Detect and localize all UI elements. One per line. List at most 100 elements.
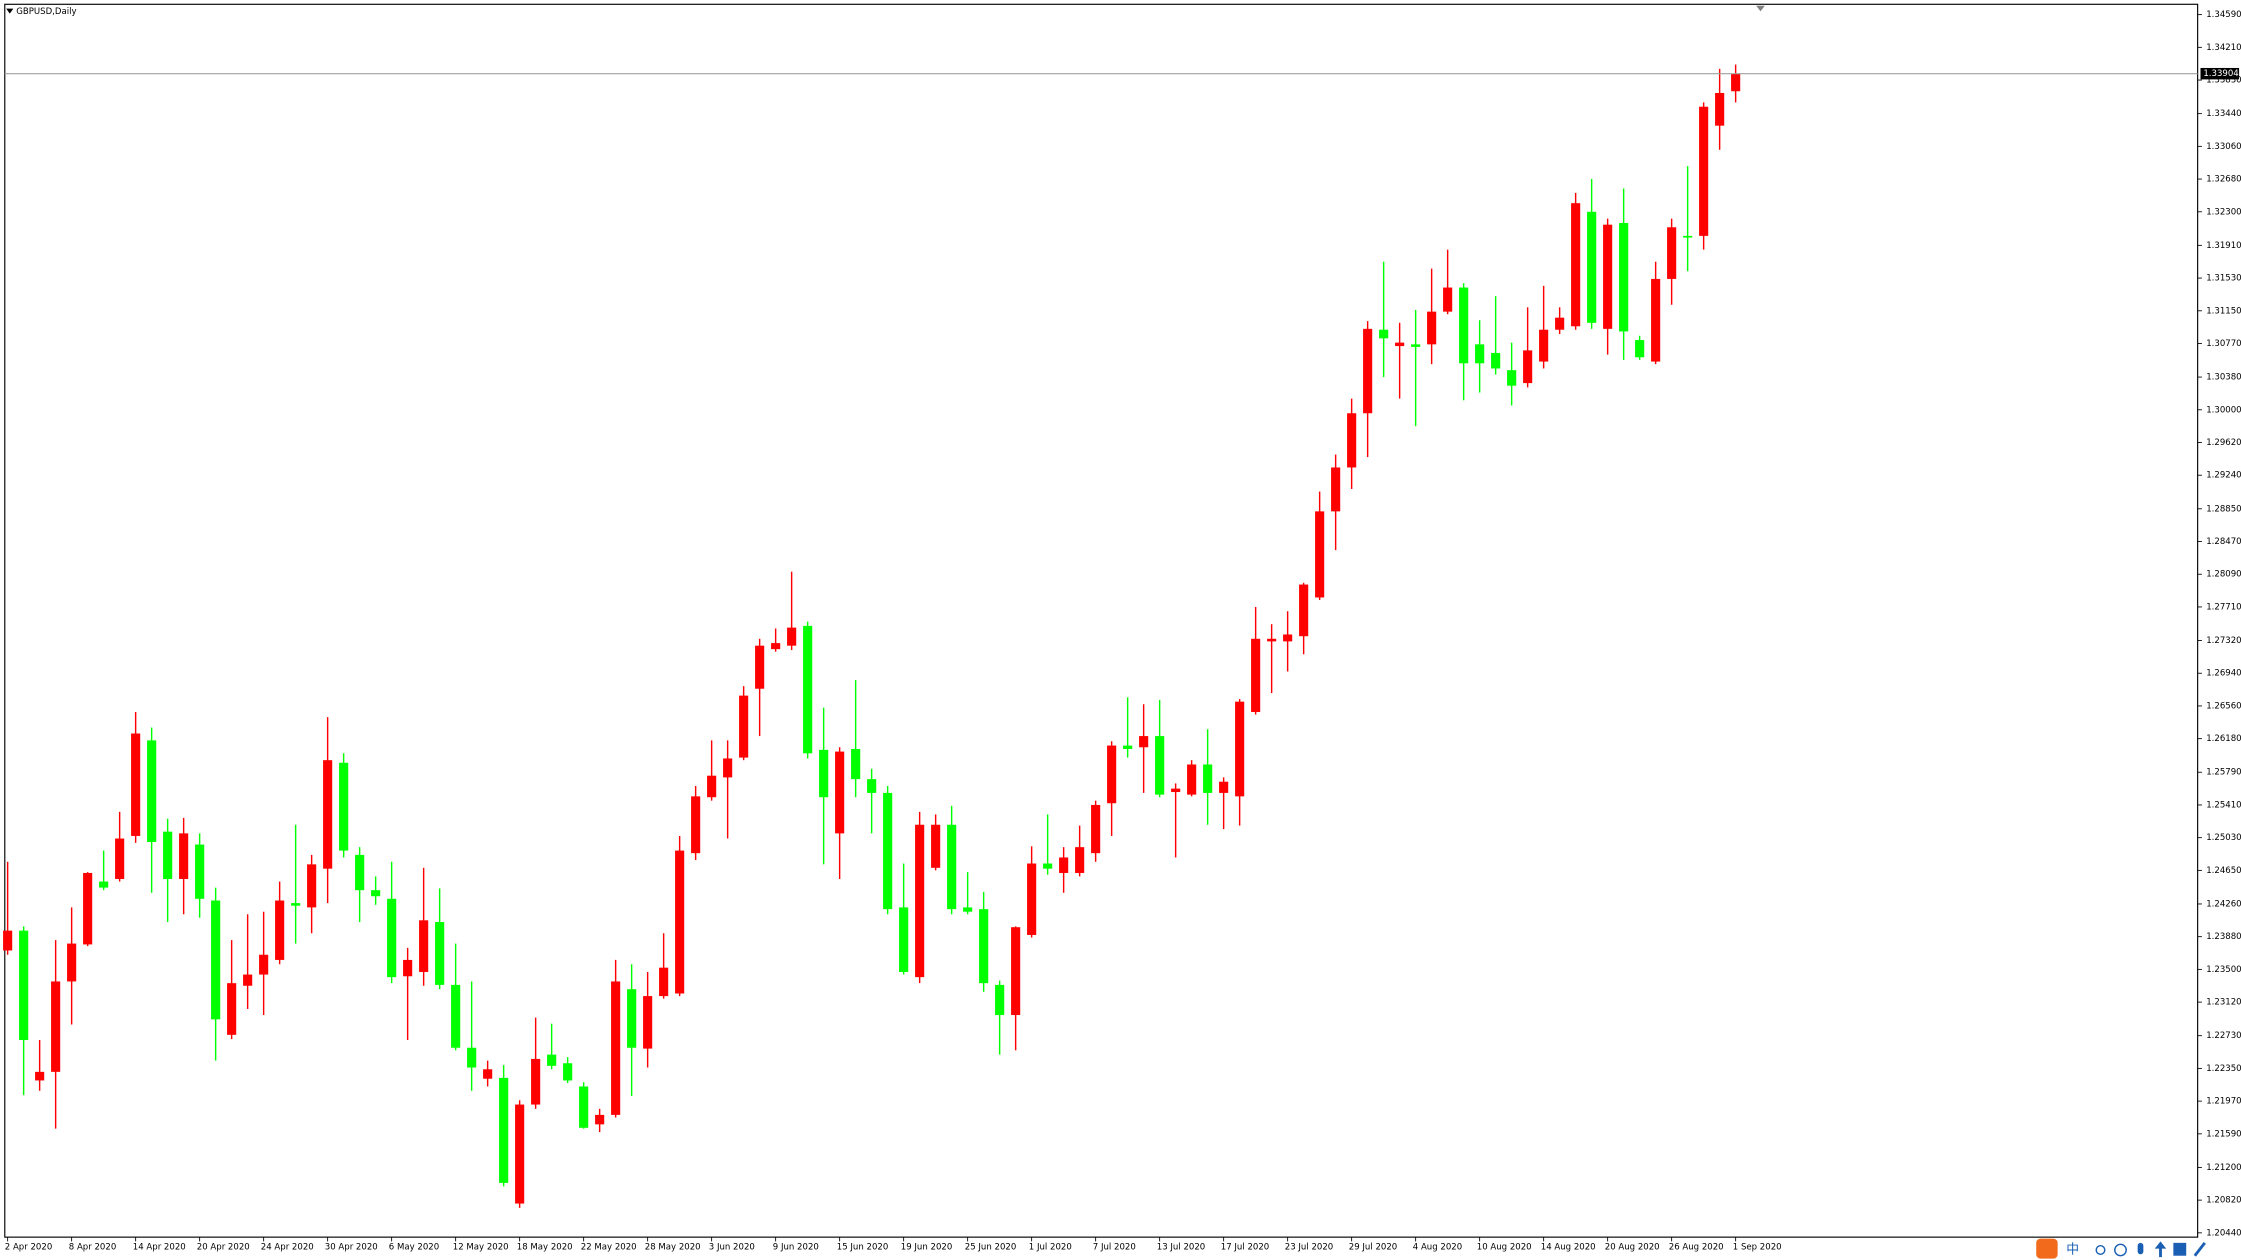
y-tick-label: 1.33440 <box>2206 109 2241 119</box>
candle-body <box>547 1054 557 1066</box>
y-tick-label: 1.31530 <box>2206 274 2241 284</box>
candle-body <box>99 881 109 888</box>
menu-arrow[interactable] <box>6 8 14 14</box>
chart-title: GBPUSD,Daily <box>16 7 76 17</box>
candle-body <box>691 796 701 854</box>
candle-body <box>83 872 93 945</box>
ime-mode[interactable]: 中 <box>2066 1243 2079 1258</box>
tray-icon[interactable] <box>2154 1241 2167 1258</box>
candle-body <box>1299 584 1309 637</box>
candle-body <box>1251 638 1261 712</box>
y-tick-label: 1.22730 <box>2206 1031 2241 1041</box>
candle-body <box>1075 847 1085 873</box>
candle-body <box>771 643 781 650</box>
candle-body <box>531 1058 541 1105</box>
y-tick-label: 1.25410 <box>2206 800 2241 810</box>
candle-body <box>1315 511 1325 598</box>
candle-body <box>867 779 877 793</box>
y-tick-label: 1.26180 <box>2206 734 2241 744</box>
candle-body <box>1411 344 1421 347</box>
candle-body <box>1619 222 1629 332</box>
candle-body <box>643 996 653 1049</box>
candle-body <box>707 775 717 798</box>
y-tick-label: 1.23500 <box>2206 965 2241 975</box>
x-tick-label: 17 Jul 2020 <box>1221 1243 1269 1253</box>
x-tick-label: 15 Jun 2020 <box>837 1243 889 1253</box>
candle-body <box>403 959 413 977</box>
candle-body <box>1715 92 1725 126</box>
candle-body <box>595 1114 605 1125</box>
x-tick-label: 29 Jul 2020 <box>1349 1243 1397 1253</box>
x-tick-label: 28 May 2020 <box>645 1243 701 1253</box>
candle-body <box>851 748 861 780</box>
tray-icon[interactable] <box>2114 1243 2127 1257</box>
candle-body <box>1539 329 1549 362</box>
x-tick-label: 23 Jul 2020 <box>1285 1243 1333 1253</box>
x-tick-label: 7 Jul 2020 <box>1093 1243 1136 1253</box>
y-tick-label: 1.25030 <box>2206 833 2241 843</box>
candle-body <box>115 838 125 879</box>
candle-body <box>1331 467 1341 512</box>
candle-body <box>1571 203 1581 327</box>
x-tick-label: 3 Jun 2020 <box>709 1243 755 1253</box>
x-tick-label: 14 Apr 2020 <box>133 1243 186 1253</box>
candle-body <box>1235 701 1245 797</box>
y-tick-label: 1.28850 <box>2206 504 2241 514</box>
candle-body <box>227 983 237 1035</box>
candle-body <box>979 909 989 984</box>
candle-body <box>931 824 941 868</box>
y-tick-label: 1.21200 <box>2206 1163 2241 1173</box>
candle-body <box>19 930 29 1040</box>
x-tick-label: 8 Apr 2020 <box>69 1243 117 1253</box>
x-tick-label: 9 Jun 2020 <box>773 1243 819 1253</box>
y-tick-label: 1.27710 <box>2206 602 2241 612</box>
current-price-label: 1.33904 <box>2203 69 2238 79</box>
candle-body <box>67 943 77 982</box>
candle-body <box>1443 287 1453 312</box>
candle-body <box>179 833 189 879</box>
y-tick-label: 1.28470 <box>2206 537 2241 547</box>
x-tick-label: 25 Jun 2020 <box>965 1243 1017 1253</box>
candle-body <box>451 984 461 1048</box>
candle-body <box>1427 311 1437 345</box>
y-tick-label: 1.24650 <box>2206 866 2241 876</box>
candle-body <box>995 984 1005 1016</box>
x-tick-label: 10 Aug 2020 <box>1477 1243 1532 1253</box>
ime-icon[interactable] <box>2036 1238 2058 1259</box>
y-tick-label: 1.31150 <box>2206 306 2241 316</box>
tray-icon[interactable] <box>2173 1242 2187 1256</box>
x-tick-label: 19 Jun 2020 <box>901 1243 953 1253</box>
candle-body <box>835 751 845 834</box>
candle-body <box>387 898 397 978</box>
candle-body <box>787 627 797 646</box>
candle-body <box>1139 736 1149 748</box>
candle-body <box>1123 745 1133 749</box>
candle-body <box>1059 857 1069 873</box>
shift-marker[interactable] <box>1756 5 1765 12</box>
tray-icon[interactable] <box>2095 1245 2106 1255</box>
y-tick-label: 1.26560 <box>2206 701 2241 711</box>
y-tick-label: 1.23880 <box>2206 932 2241 942</box>
y-tick-label: 1.34210 <box>2206 43 2241 53</box>
y-tick-label: 1.26940 <box>2206 669 2241 679</box>
candle-body <box>819 749 829 798</box>
candle-body <box>915 824 925 978</box>
y-tick-label: 1.30000 <box>2206 405 2241 415</box>
x-tick-label: 12 May 2020 <box>453 1243 509 1253</box>
candle-body <box>1187 764 1197 795</box>
y-tick-label: 1.21970 <box>2206 1097 2241 1107</box>
candle-body <box>307 864 317 908</box>
candle-body <box>147 740 157 842</box>
candle-body <box>1667 227 1677 279</box>
y-tick-label: 1.28090 <box>2206 570 2241 580</box>
tray-icon[interactable] <box>2193 1241 2206 1257</box>
y-tick-label: 1.22350 <box>2206 1064 2241 1074</box>
candle-body <box>803 625 813 754</box>
candle-body <box>1043 863 1053 869</box>
candle-body <box>195 844 205 899</box>
candle-body <box>1699 106 1709 236</box>
tray-icon[interactable] <box>2137 1242 2144 1255</box>
candle-body <box>51 981 61 1072</box>
